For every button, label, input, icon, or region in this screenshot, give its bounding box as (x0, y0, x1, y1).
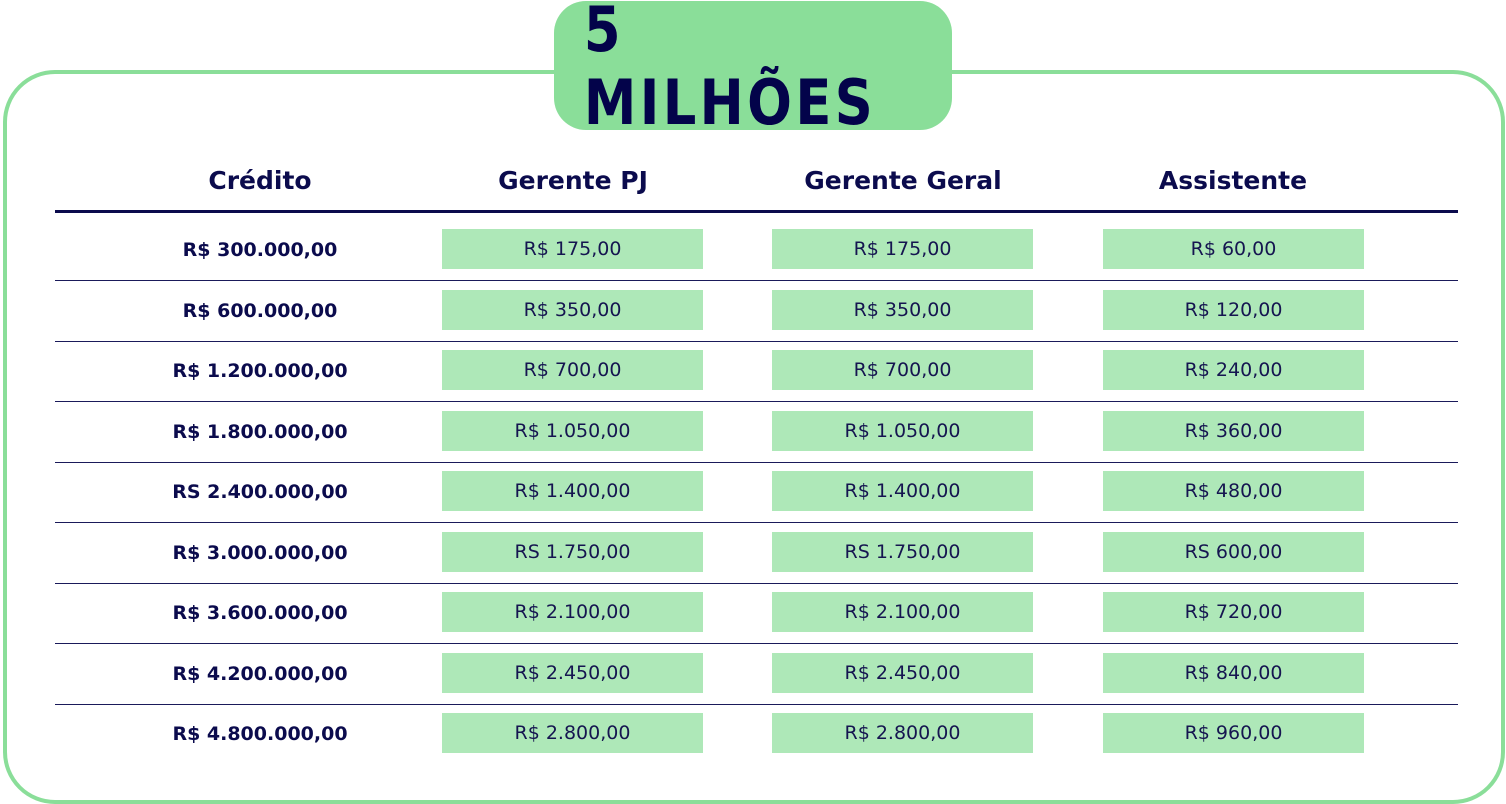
credito-cell: R$ 3.000.000,00 (172, 541, 348, 564)
row-divider (55, 582, 1458, 584)
assistente-cell: R$ 840,00 (1103, 652, 1364, 693)
header-divider (55, 210, 1458, 213)
assistente-cell: R$ 960,00 (1103, 713, 1364, 753)
row-divider (55, 280, 1458, 281)
gerente-geral-cell: R$ 1.050,00 (772, 410, 1033, 451)
credito-cell: R$ 1.800.000,00 (172, 420, 348, 443)
header-gerente-geral: Gerente Geral (804, 166, 1002, 195)
credito-cell: R$ 1.200.000,00 (172, 360, 348, 382)
gerente-pj-cell: R$ 350,00 (442, 289, 703, 330)
row-divider (55, 461, 1458, 463)
assistente-cell: R$ 120,00 (1103, 289, 1364, 330)
table-row: R$ 300.000,00 R$ 175,00 R$ 175,00 R$ 60,00 (55, 220, 1458, 281)
table-row: R$ 3.000.000,00 RS 1.750,00 RS 1.750,00 RS … (55, 523, 1458, 584)
credito-cell: R$ 4.800.000,00 (172, 723, 348, 745)
row-divider (55, 401, 1458, 402)
assistente-cell: R$ 720,00 (1103, 592, 1364, 632)
gerente-geral-cell: R$ 2.100,00 (772, 592, 1033, 632)
table-row: R$ 4.800.000,00 R$ 2.800,00 R$ 2.800,00 R$ … (55, 704, 1458, 764)
row-divider (55, 643, 1458, 644)
title-text: 5 MILHÕES (583, 0, 877, 139)
table-row: RS 2.400.000,00 R$ 1.400,00 R$ 1.400,00 R$ … (55, 462, 1458, 523)
gerente-pj-cell: R$ 2.100,00 (442, 592, 703, 632)
row-divider (55, 522, 1458, 523)
assistente-cell: R$ 240,00 (1103, 350, 1364, 390)
credito-cell: R$ 3.600.000,00 (172, 602, 348, 624)
row-divider (55, 340, 1458, 342)
row-divider (55, 703, 1458, 705)
gerente-geral-cell: R$ 2.450,00 (772, 652, 1033, 693)
header-gerente-pj: Gerente PJ (498, 166, 648, 195)
gerente-geral-cell: R$ 700,00 (772, 350, 1033, 390)
table-row: R$ 4.200.000,00 R$ 2.450,00 R$ 2.450,00 R$ … (55, 644, 1458, 705)
table-row: R$ 1.800.000,00 R$ 1.050,00 R$ 1.050,00 R$ … (55, 402, 1458, 463)
assistente-cell: R$ 360,00 (1103, 410, 1364, 451)
gerente-pj-cell: R$ 1.400,00 (442, 471, 703, 511)
credito-cell: RS 2.400.000,00 (172, 481, 348, 503)
gerente-geral-cell: R$ 350,00 (772, 289, 1033, 330)
gerente-geral-cell: R$ 1.400,00 (772, 471, 1033, 511)
credito-cell: R$ 600.000,00 (182, 299, 338, 322)
gerente-geral-cell: R$ 2.800,00 (772, 713, 1033, 753)
gerente-pj-cell: RS 1.750,00 (442, 531, 703, 572)
credito-cell: R$ 300.000,00 (182, 239, 338, 261)
table-row: R$ 1.200.000,00 R$ 700,00 R$ 700,00 R$ 240,… (55, 341, 1458, 402)
header-assistente: Assistente (1158, 166, 1308, 195)
assistente-cell: RS 600,00 (1103, 531, 1364, 572)
gerente-geral-cell: RS 1.750,00 (772, 531, 1033, 572)
gerente-pj-cell: R$ 2.450,00 (442, 652, 703, 693)
assistente-cell: R$ 480,00 (1103, 471, 1364, 511)
table-row: R$ 600.000,00 R$ 350,00 R$ 350,00 R$ 120,00 (55, 281, 1458, 342)
gerente-pj-cell: R$ 700,00 (442, 350, 703, 390)
gerente-pj-cell: R$ 1.050,00 (442, 410, 703, 451)
credito-cell: R$ 4.200.000,00 (172, 662, 348, 685)
gerente-geral-cell: R$ 175,00 (772, 229, 1033, 269)
gerente-pj-cell: R$ 175,00 (442, 229, 703, 269)
gerente-pj-cell: R$ 2.800,00 (442, 713, 703, 753)
header-credito: Crédito (208, 166, 312, 195)
title-badge: 5 MILHÕES (554, 0, 952, 139)
table-row: R$ 3.600.000,00 R$ 2.100,00 R$ 2.100,00 R$ … (55, 583, 1458, 644)
assistente-cell: R$ 60,00 (1103, 229, 1364, 269)
